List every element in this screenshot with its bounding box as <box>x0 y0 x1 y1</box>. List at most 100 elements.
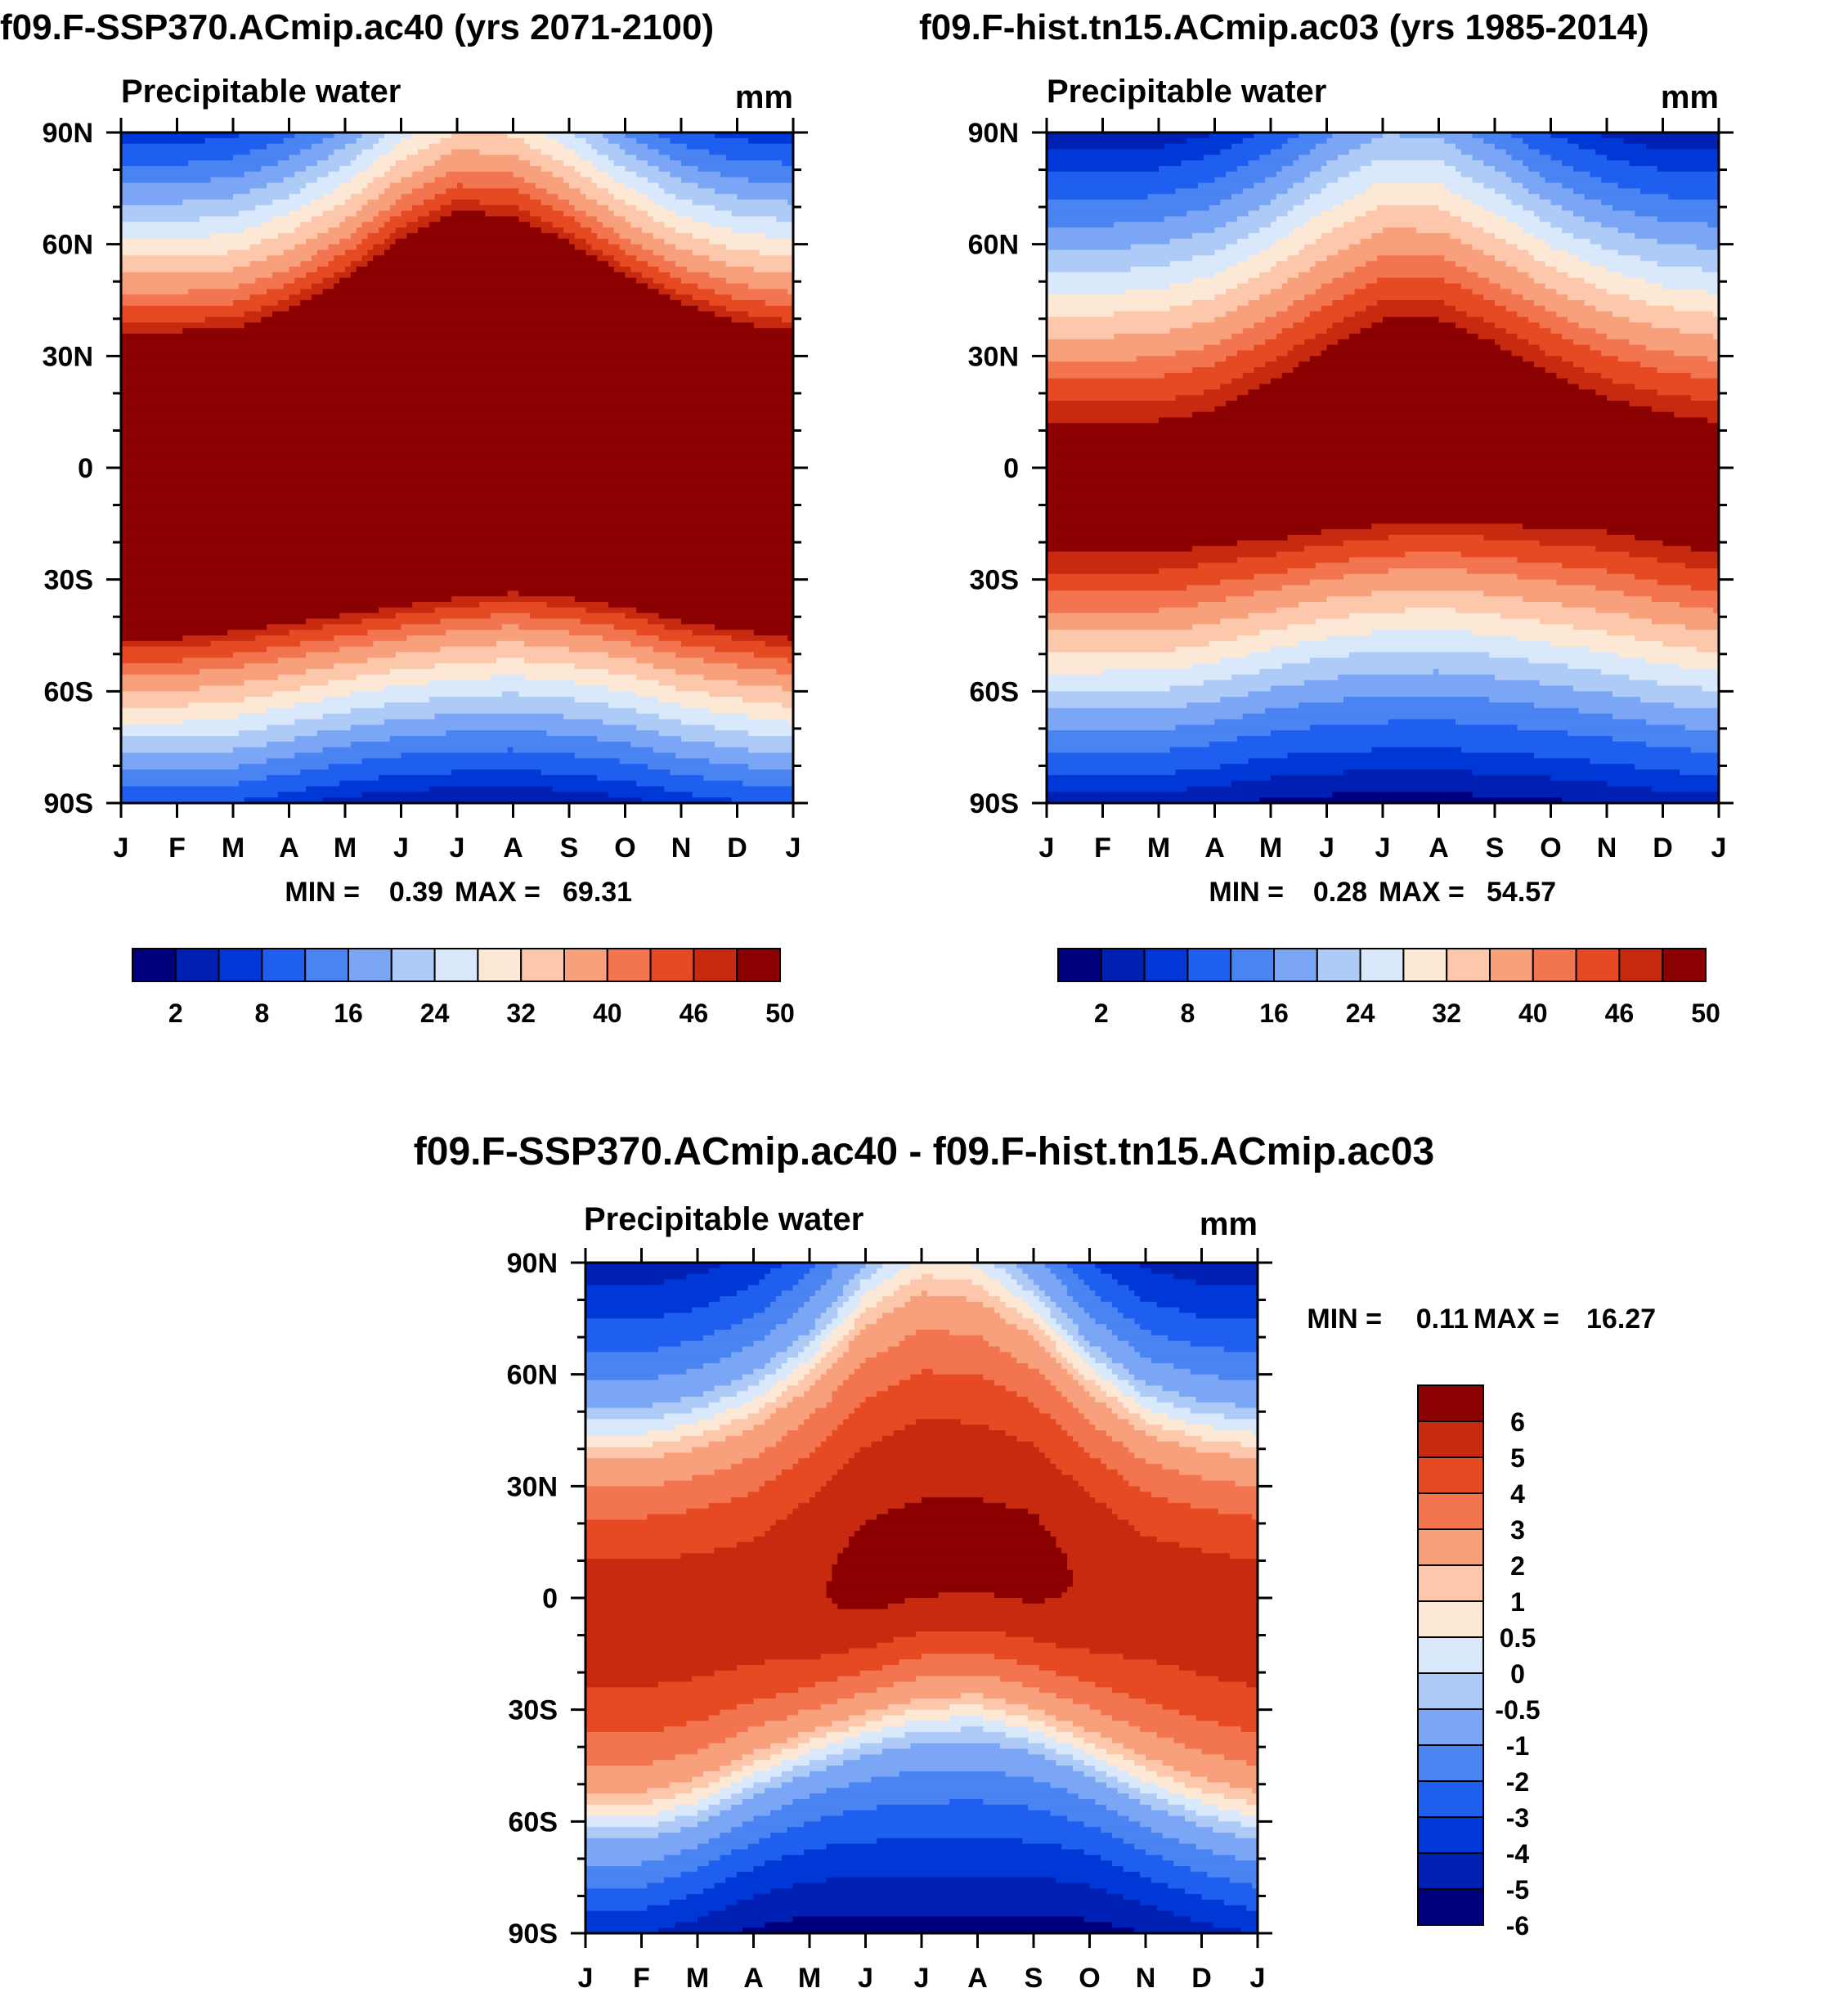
contour-cell <box>765 1531 855 1537</box>
contour-cell <box>1047 322 1193 329</box>
contour-cell <box>663 1279 760 1286</box>
contour-cell <box>1047 752 1289 759</box>
contour-cell <box>1028 1508 1113 1515</box>
contour-cell <box>1517 557 1658 563</box>
contour-cell <box>1550 222 1602 228</box>
contour-cell <box>804 1301 832 1308</box>
contour-cell <box>753 1425 799 1431</box>
contour-cell <box>316 233 352 240</box>
contour-cell <box>1083 1916 1191 1923</box>
contour-cell <box>339 780 637 788</box>
contour-cell <box>1067 1313 1091 1319</box>
contour-cell <box>1047 311 1115 318</box>
contour-cell <box>1072 1335 1085 1342</box>
contour-cell <box>798 1743 828 1750</box>
contour-cell <box>1140 1871 1208 1878</box>
contour-cell <box>854 1335 906 1342</box>
contour-cell <box>843 1335 855 1342</box>
contour-cell <box>1047 305 1171 312</box>
contour-cell <box>1169 238 1238 245</box>
contour-cell <box>613 227 643 234</box>
contour-cell <box>389 166 424 173</box>
contour-cell <box>294 132 334 139</box>
contour-cell <box>1271 200 1305 206</box>
contour-cell <box>938 1592 995 1599</box>
contour-cell <box>1348 149 1462 155</box>
contour-cell <box>1651 322 1720 329</box>
contour-cell <box>1271 244 1305 251</box>
contour-cell <box>1214 249 1260 256</box>
contour-cell <box>585 1519 777 1526</box>
contour-cell <box>1674 411 1720 419</box>
contour-cell <box>1047 630 1260 636</box>
contour-cell <box>121 334 794 340</box>
contour-cell <box>854 1407 1040 1415</box>
contour-cell <box>820 1330 832 1336</box>
contour-cell <box>591 160 615 167</box>
contour-cell <box>379 155 407 161</box>
contour-cell <box>1072 1699 1146 1705</box>
contour-cell <box>585 1508 687 1515</box>
contour-cell <box>697 1821 743 1828</box>
contour-cell <box>1523 227 1563 234</box>
contour-cell <box>585 1665 738 1672</box>
contour-cell <box>715 741 794 748</box>
contour-cell <box>401 752 576 759</box>
contour-cell <box>731 1352 777 1358</box>
contour-cell <box>916 1330 950 1336</box>
contour-cell <box>1388 535 1484 541</box>
contour-cell <box>708 1804 732 1811</box>
contour-cell <box>625 272 643 279</box>
contour-cell <box>1360 143 1456 150</box>
contour-cell <box>804 1391 832 1398</box>
contour-cell <box>810 1340 822 1348</box>
contour-cell <box>877 1391 1018 1398</box>
colorbar-label: 8 <box>1181 998 1195 1028</box>
contour-cell <box>647 1514 788 1520</box>
contour-cell <box>1047 216 1165 222</box>
contour-cell <box>603 719 682 725</box>
contour-cell <box>1450 233 1496 240</box>
contour-cell <box>820 1285 844 1291</box>
contour-cell <box>608 702 682 709</box>
contour-cell <box>765 1721 832 1727</box>
contour-cell <box>1186 585 1283 591</box>
contour-cell <box>1578 255 1641 262</box>
contour-cell <box>530 210 564 218</box>
contour-cell <box>1028 1330 1046 1336</box>
contour-cell <box>781 1263 816 1269</box>
contour-cell <box>658 132 715 139</box>
contour-cell <box>585 1743 710 1750</box>
contour-cell <box>328 764 648 770</box>
contour-cell <box>859 1732 906 1739</box>
contour-cell <box>1195 1821 1242 1828</box>
contour-cell <box>810 1268 832 1275</box>
contour-cell <box>630 267 660 273</box>
colorbar-swatch <box>1417 1744 1484 1782</box>
contour-cell <box>1197 182 1255 189</box>
contour-cell <box>1117 1279 1197 1286</box>
contour-cell <box>1242 328 1283 334</box>
contour-cell <box>1635 535 1720 541</box>
contour-cell <box>121 401 794 407</box>
contour-cell <box>1050 1335 1062 1342</box>
contour-cell <box>496 657 525 664</box>
contour-cell <box>1047 451 1720 457</box>
contour-cell <box>311 200 346 206</box>
contour-cell <box>121 669 200 675</box>
contour-cell <box>585 1799 653 1806</box>
contour-cell <box>1179 1542 1258 1549</box>
contour-cell <box>1523 160 1563 167</box>
contour-cell <box>1539 344 1591 352</box>
contour-cell <box>1140 1799 1168 1806</box>
contour-cell <box>1550 244 1602 251</box>
colorbar-swatch <box>693 948 738 982</box>
contour-cell <box>1343 540 1541 547</box>
contour-cell <box>1044 1452 1091 1459</box>
contour-cell <box>585 1330 715 1336</box>
contour-cell <box>641 1860 710 1867</box>
contour-cell <box>837 1296 850 1303</box>
contour-cell <box>1047 663 1193 670</box>
contour-cell <box>1047 764 1221 770</box>
contour-cell <box>843 1760 1056 1766</box>
